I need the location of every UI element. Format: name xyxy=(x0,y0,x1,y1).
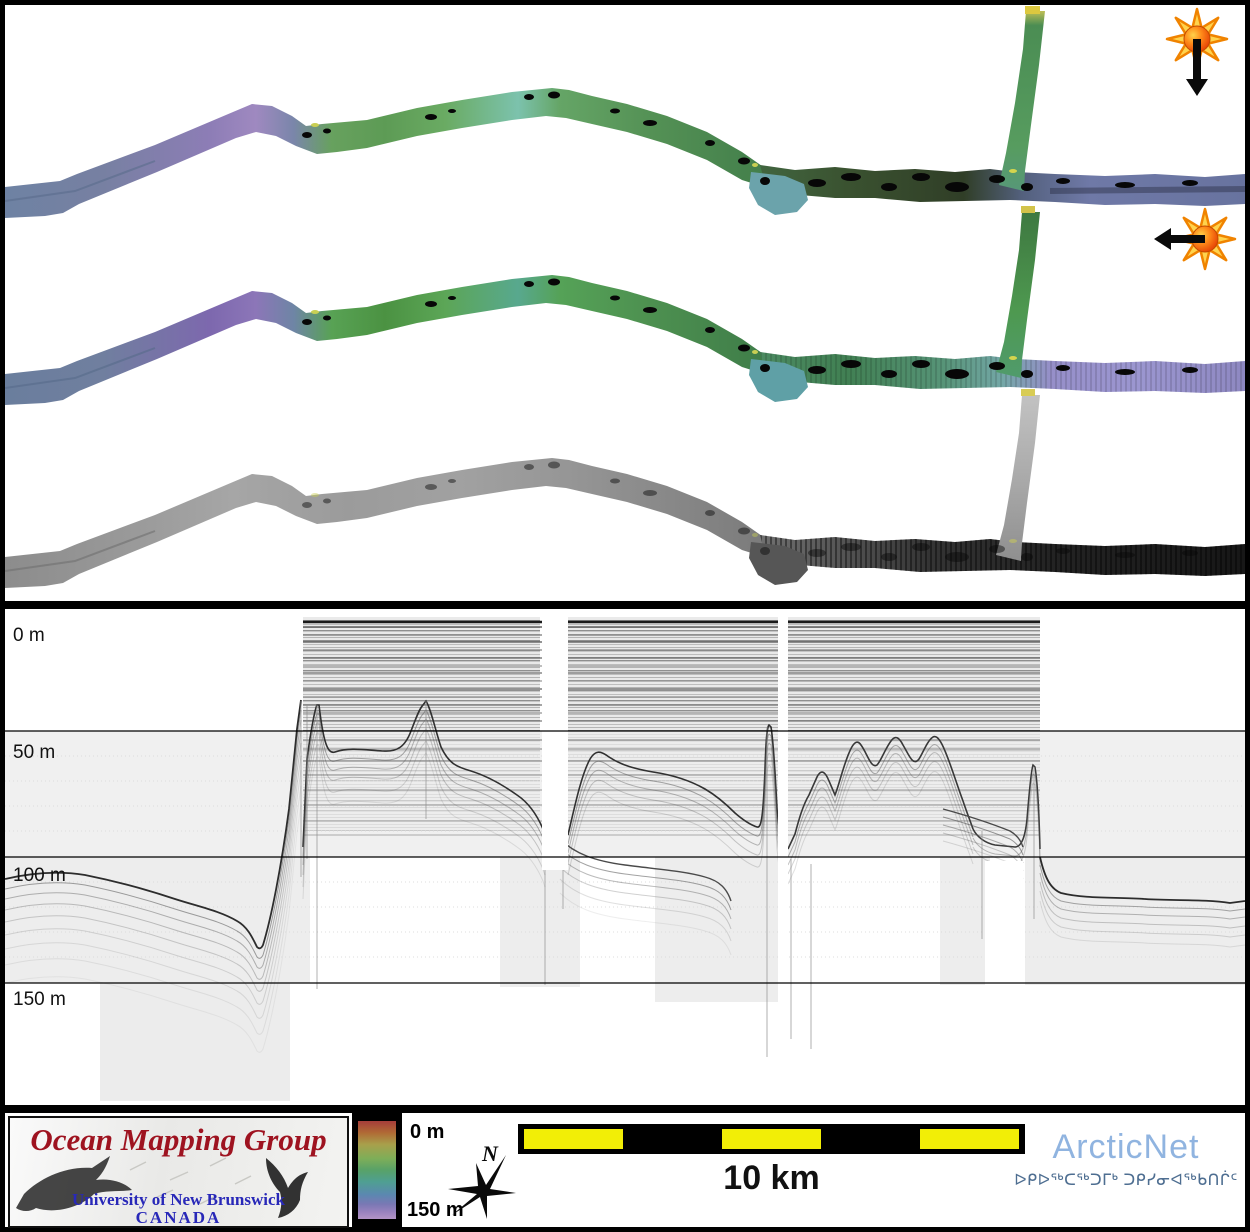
swath-map-section xyxy=(5,5,1245,601)
footer-legend-bar: Ocean Mapping Group University of New Br… xyxy=(5,1113,1247,1228)
map-scale-bar xyxy=(518,1124,1025,1154)
depth-label-0m: 0 m xyxy=(13,625,45,646)
eagle-silhouette-right xyxy=(266,1158,308,1218)
subbottom-profile-section: 0 m 50 m 100 m 150 m xyxy=(5,609,1245,1105)
backscatter-swath-grayscale xyxy=(5,389,1245,588)
depth-colorbar-gradient xyxy=(358,1121,396,1219)
ocean-mapping-group-logo: Ocean Mapping Group University of New Br… xyxy=(8,1116,349,1228)
bathymetry-swath-illuminated-1 xyxy=(5,6,1245,218)
scalebar-segment xyxy=(623,1129,722,1149)
omg-country: CANADA xyxy=(135,1208,222,1227)
omg-university: University of New Brunswick xyxy=(72,1190,285,1209)
sun-arrow-left-icon xyxy=(1154,207,1237,271)
compass-n-label: N xyxy=(481,1141,499,1166)
arcticnet-inuktitut-text: ᐅᑭᐅᖅᑕᖅᑐᒥᒃ ᑐᑭᓯᓂᐊᖅᑲᑎᒌᑦ xyxy=(1014,1172,1238,1189)
depth-gridlines xyxy=(5,730,1245,984)
scalebar-segment xyxy=(722,1129,821,1149)
scalebar-label: 10 km xyxy=(723,1159,820,1197)
scalebar-segment xyxy=(524,1129,623,1149)
arcticnet-logo: ArcticNet ᐅᑭᐅᖅᑕᖅᑐᒥᒃ ᑐᑭᓯᓂᐊᖅᑲᑎᒌᑦ xyxy=(1005,1128,1247,1190)
depth-colorbar-panel xyxy=(352,1113,402,1227)
omg-title: Ocean Mapping Group xyxy=(30,1122,327,1157)
colorbar-top-label: 0 m xyxy=(410,1121,445,1143)
depth-label-150m: 150 m xyxy=(13,989,66,1010)
minor-depth-gridlines xyxy=(5,755,1245,958)
eagle-silhouette-left xyxy=(16,1156,132,1211)
scalebar-segment xyxy=(920,1129,1019,1149)
subbottom-profile-canvas: 0 m 50 m 100 m 150 m xyxy=(5,617,1245,1101)
scalebar-segment xyxy=(821,1129,920,1149)
vertical-diffraction-streaks xyxy=(300,701,1035,1057)
omg-logo-background xyxy=(16,1156,308,1218)
sun-arrow-down-icon xyxy=(1165,7,1229,96)
swath-map-canvas xyxy=(5,6,1245,588)
colorbar-bottom-label: 150 m xyxy=(407,1199,464,1221)
compass-star xyxy=(448,1155,516,1219)
seismic-noise-bands xyxy=(303,619,1040,836)
depth-label-50m: 50 m xyxy=(13,742,55,763)
depth-label-100m: 100 m xyxy=(13,865,66,886)
seismic-data-gaps xyxy=(542,617,1023,1101)
north-arrow: N xyxy=(448,1141,516,1219)
bathymetry-swath-illuminated-2 xyxy=(5,206,1245,405)
seismic-reflectors xyxy=(5,699,1245,1057)
arcticnet-name: ArcticNet xyxy=(1052,1128,1200,1166)
